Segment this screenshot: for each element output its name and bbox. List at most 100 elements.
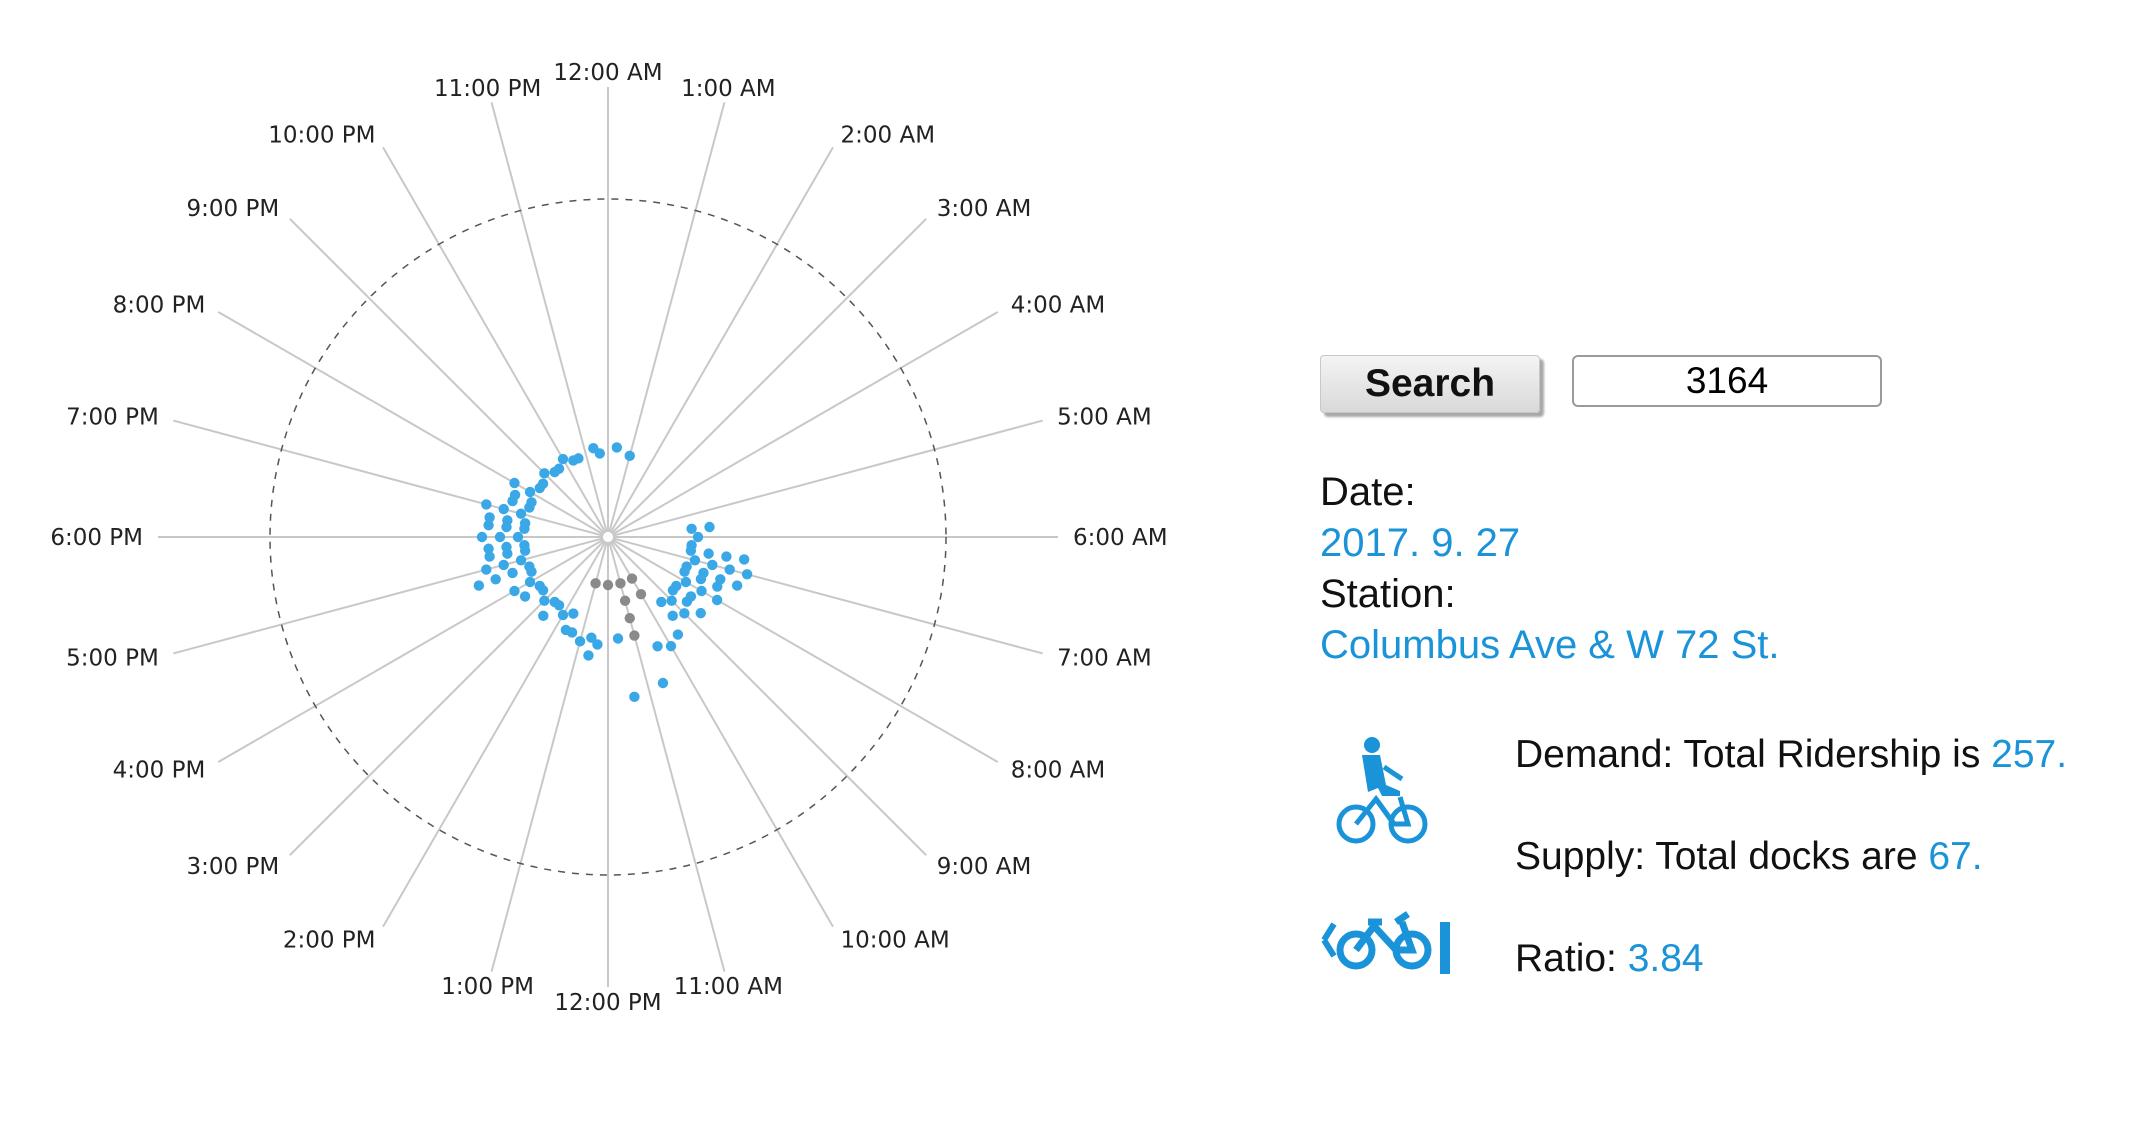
ridership-dot <box>515 508 527 519</box>
ridership-dot <box>483 520 494 531</box>
ridership-dot <box>695 607 706 619</box>
ridership-dot <box>557 609 569 621</box>
station-label: Station: <box>1320 572 1456 616</box>
hour-spoke <box>217 311 605 536</box>
hour-spoke <box>382 540 607 928</box>
ridership-dot <box>484 551 495 562</box>
ridership-dot <box>502 515 513 526</box>
ridership-dot <box>695 573 707 585</box>
supply-value: 67. <box>1928 835 1983 878</box>
ridership-dot <box>656 596 667 608</box>
ridership-dot <box>586 632 597 643</box>
ridership-dot <box>573 453 584 464</box>
hour-label: 6:00 PM <box>50 525 143 551</box>
ridership-dot <box>679 566 690 577</box>
ridership-dot <box>524 561 535 572</box>
hour-label: 12:00 PM <box>554 990 661 1016</box>
ridership-dot <box>539 468 550 479</box>
ridership-dot <box>724 564 735 575</box>
hour-spoke <box>382 146 607 534</box>
demand-text: Demand: Total Ridership is <box>1515 733 1992 776</box>
ridership-dot <box>624 450 635 462</box>
cyclist-icon <box>1336 737 1428 844</box>
ridership-dot <box>685 545 697 556</box>
hour-label: 1:00 AM <box>681 76 776 102</box>
ridership-dot <box>583 650 594 661</box>
supply-text: Supply: Total docks are <box>1515 835 1929 878</box>
ridership-dot <box>652 641 663 652</box>
hour-spoke <box>609 146 834 534</box>
ridership-dot <box>711 594 723 606</box>
ridership-dot <box>498 559 509 571</box>
ridership-dot <box>692 531 704 543</box>
ratio-text: Ratio: <box>1515 937 1628 980</box>
ridership-dot <box>481 499 492 510</box>
ridership-dot <box>612 633 624 644</box>
ridership-dot <box>738 554 750 565</box>
ridership-dot <box>667 585 679 596</box>
hour-label: 9:00 PM <box>187 196 280 222</box>
ridership-dot <box>501 541 512 553</box>
ridership-dot <box>515 555 527 566</box>
ridership-dot <box>741 569 753 580</box>
hour-spoke <box>173 537 604 655</box>
ridership-dot <box>602 579 614 591</box>
ridership-dot <box>509 489 521 501</box>
ridership-dot <box>611 442 623 453</box>
hour-label: 10:00 AM <box>841 928 950 954</box>
hour-label: 10:00 PM <box>268 122 375 148</box>
hour-label: 11:00 AM <box>674 974 783 1000</box>
hour-spoke <box>611 538 999 763</box>
hour-spoke <box>217 538 605 763</box>
ridership-dot <box>512 531 524 543</box>
hour-label: 12:00 AM <box>553 60 662 86</box>
ridership-dot <box>549 596 560 608</box>
hour-label: 7:00 AM <box>1057 645 1152 671</box>
ridership-dot <box>672 629 684 640</box>
search-button[interactable]: Search <box>1320 355 1540 413</box>
ridership-dot <box>498 503 509 515</box>
hour-label: 3:00 PM <box>187 854 280 880</box>
hour-spoke <box>612 419 1043 537</box>
bike-dock-icon <box>1321 911 1450 974</box>
hour-spoke <box>289 539 606 856</box>
hour-label: 4:00 PM <box>113 758 206 784</box>
ridership-dot <box>560 624 572 636</box>
ridership-dot <box>657 677 669 689</box>
hour-label: 2:00 PM <box>283 928 376 954</box>
ridership-dot <box>666 595 677 606</box>
supply-line: Supply: Total docks are 67. <box>1515 835 1983 879</box>
ridership-dot <box>704 521 715 533</box>
station-id-input[interactable] <box>1572 355 1882 407</box>
hour-label: 11:00 PM <box>434 76 541 102</box>
ridership-dot <box>679 608 690 619</box>
ridership-dot <box>574 636 586 647</box>
date-value: 2017. 9. 27 <box>1320 521 1521 565</box>
ridership-dot <box>680 576 692 588</box>
hour-label: 4:00 AM <box>1011 293 1106 319</box>
station-value: Columbus Ave & W 72 St. <box>1320 623 1780 667</box>
ridership-dot <box>494 531 506 543</box>
ridership-dot <box>483 543 494 554</box>
hour-label: 5:00 AM <box>1057 405 1152 431</box>
hour-spoke <box>490 541 608 972</box>
ridership-dot <box>635 588 647 600</box>
demand-value: 257. <box>1991 733 2068 776</box>
hour-label: 5:00 PM <box>66 645 159 671</box>
ridership-dot <box>703 548 714 559</box>
ridership-dot <box>619 595 631 606</box>
radial-ridership-chart: 12:00 AM 1:00 AM 2:00 AM 3:00 AM 4:00 AM 5:00… <box>50 60 1167 1016</box>
ridership-dot <box>626 573 638 584</box>
ridership-dot <box>590 578 601 589</box>
hour-label: 2:00 AM <box>841 122 936 148</box>
hour-spoke <box>610 218 927 535</box>
hour-spoke <box>608 102 726 533</box>
hour-spoke <box>608 541 726 972</box>
ridership-dot <box>712 581 723 592</box>
ridership-dot <box>592 639 603 650</box>
ridership-dot <box>526 497 537 508</box>
ridership-dot <box>681 596 693 607</box>
hour-spoke <box>610 539 927 856</box>
demand-line: Demand: Total Ridership is 257. <box>1515 733 2067 777</box>
reference-circle <box>269 198 947 876</box>
